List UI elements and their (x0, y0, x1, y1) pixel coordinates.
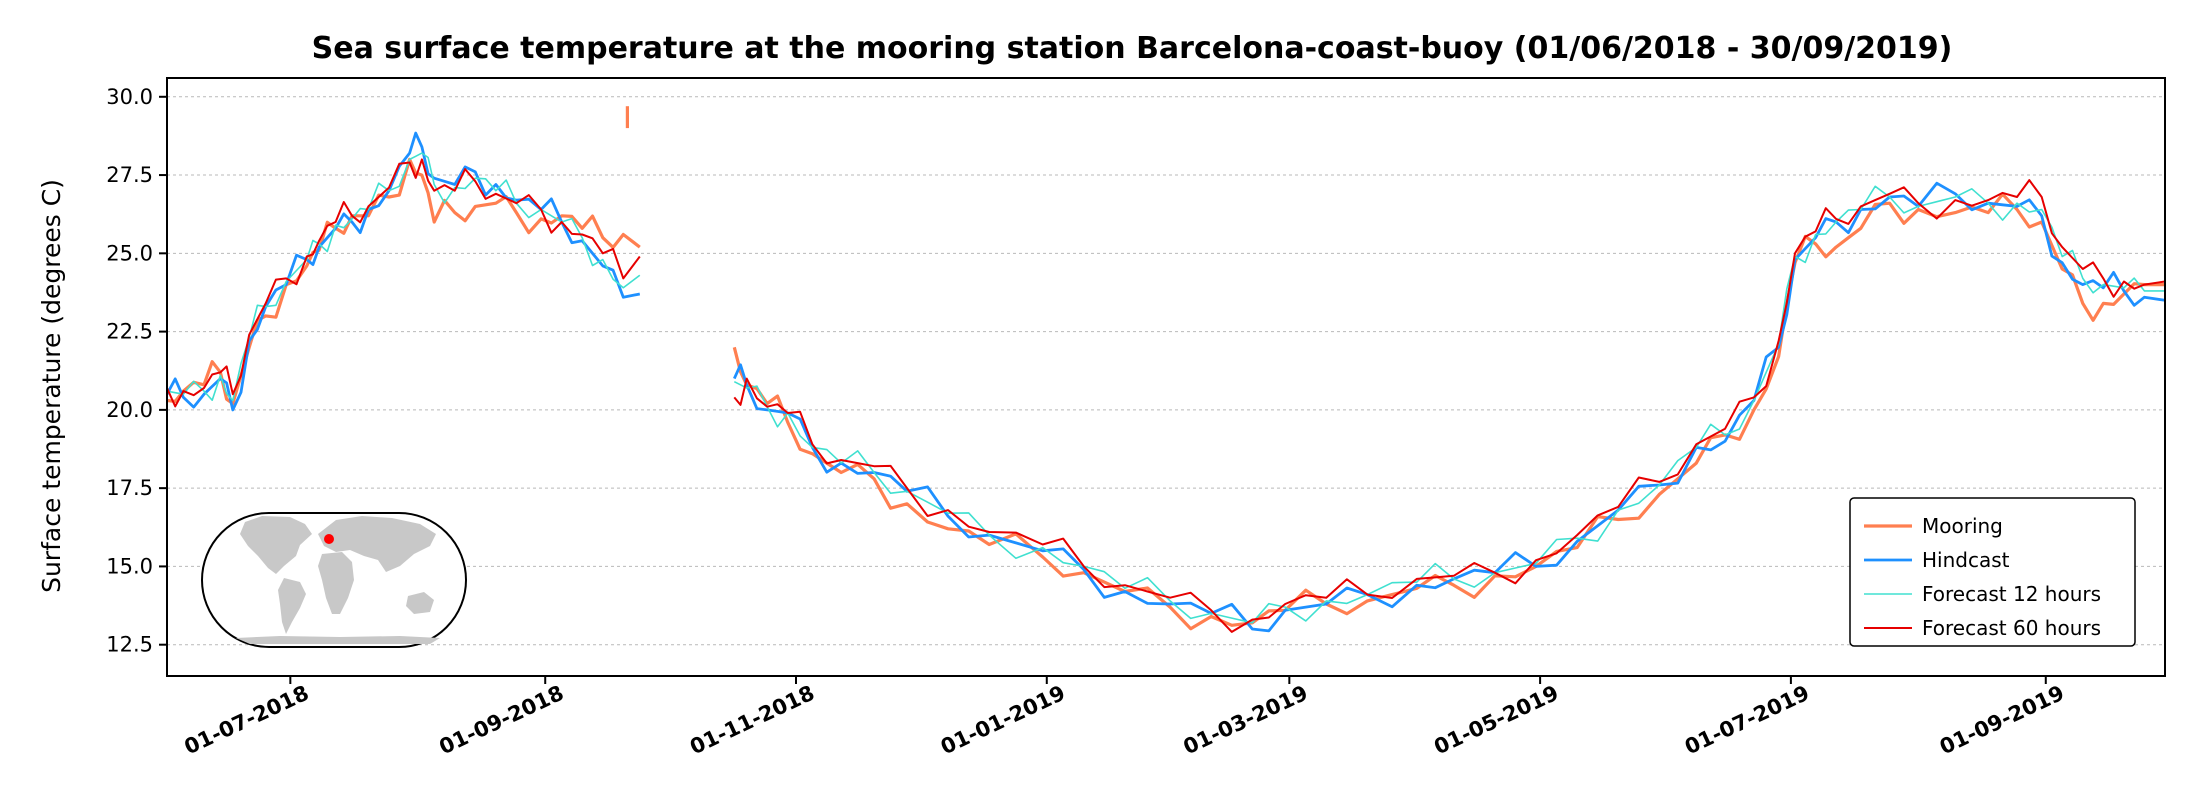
x-tick-label: 01-09-2018 (435, 681, 567, 760)
world-map-inset (201, 512, 467, 648)
x-tick-label: 01-05-2019 (1430, 681, 1562, 760)
africa-shape (318, 552, 354, 614)
legend: Mooring Hindcast Forecast 12 hours Forecast… (1849, 497, 2136, 647)
y-tick-label: 12.5 (106, 633, 153, 657)
series-line-segment (167, 157, 641, 406)
series-line-segment (733, 181, 2165, 633)
chart-title: Sea surface temperature at the mooring s… (312, 31, 1953, 66)
legend-entry: Mooring (1922, 514, 2003, 538)
antarctica-shape (236, 636, 440, 644)
x-axis-ticks: 01-07-2018 01-09-2018 01-11-2018 01-01-2019… (181, 676, 2068, 759)
grid-lines (167, 96, 2165, 646)
x-tick-label: 01-07-2019 (1681, 681, 1813, 760)
plot-frame (166, 77, 2166, 677)
series-forecast-60-hours (167, 158, 2165, 633)
series-line-segment (167, 158, 641, 408)
australia-shape (406, 592, 434, 614)
series-line-segment (733, 179, 2165, 633)
y-axis-label: Surface temperature (degrees C) (37, 179, 66, 593)
series-line-segment (732, 192, 2165, 631)
legend-entry: Forecast 12 hours (1922, 582, 2101, 606)
north-america-shape (240, 516, 312, 574)
x-tick-label: 01-01-2019 (937, 681, 1069, 760)
south-america-shape (278, 578, 306, 634)
x-tick-label: 01-07-2018 (181, 681, 313, 760)
series-line-segment (167, 131, 641, 412)
y-tick-label: 17.5 (106, 476, 153, 500)
y-tick-label: 15.0 (106, 554, 153, 578)
series-hindcast (167, 131, 2165, 633)
series-line-segment (733, 185, 2165, 624)
series-line-segment (167, 152, 641, 402)
y-axis-ticks: 12.5 15.0 17.5 20.0 22.5 25.0 27.5 30.0 (106, 85, 167, 657)
y-tick-label: 20.0 (106, 398, 153, 422)
x-tick-label: 01-03-2019 (1180, 681, 1312, 760)
legend-box (1849, 497, 2136, 647)
y-tick-label: 27.5 (106, 163, 153, 187)
x-tick-label: 01-09-2019 (1936, 681, 2068, 760)
y-tick-label: 22.5 (106, 320, 153, 344)
x-tick-label: 01-11-2018 (686, 681, 818, 760)
eurasia-shape (318, 516, 436, 572)
series-forecast-12-hours (167, 152, 2165, 624)
y-tick-label: 25.0 (106, 241, 153, 265)
y-tick-label: 30.0 (106, 85, 153, 109)
station-marker-dot (324, 534, 334, 544)
series-lines (167, 106, 2165, 633)
legend-entry: Hindcast (1922, 548, 2010, 572)
legend-entry: Forecast 60 hours (1922, 616, 2101, 640)
